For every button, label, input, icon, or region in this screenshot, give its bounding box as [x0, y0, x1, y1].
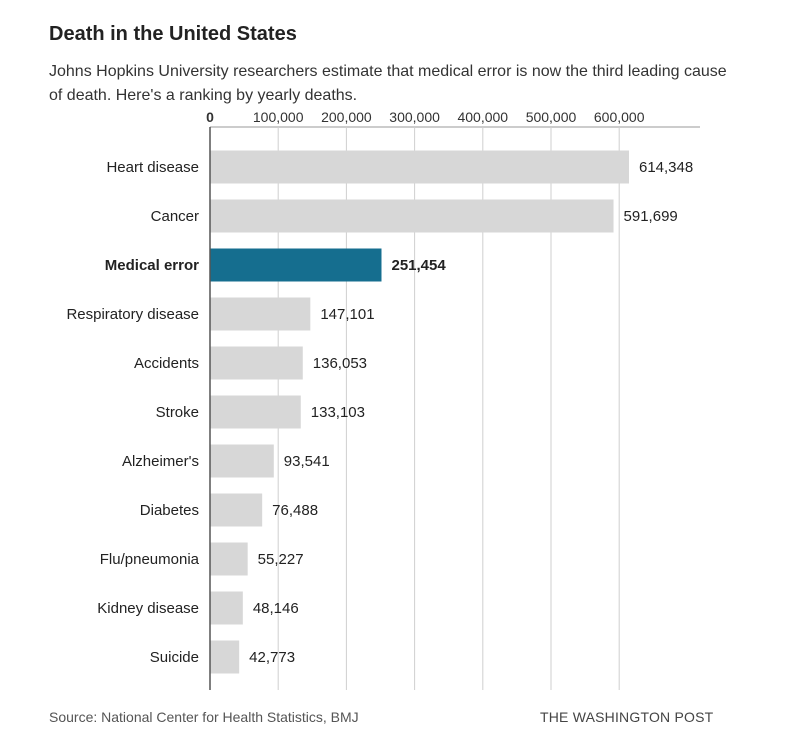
- value-label: 136,053: [313, 355, 367, 372]
- category-label: Accidents: [134, 355, 199, 372]
- value-label: 42,773: [249, 649, 295, 666]
- category-label: Cancer: [151, 208, 199, 225]
- value-label: 76,488: [272, 502, 318, 519]
- value-label: 147,101: [320, 306, 374, 323]
- x-tick-label: 200,000: [321, 109, 372, 125]
- category-label: Kidney disease: [97, 600, 199, 617]
- category-label: Alzheimer's: [122, 453, 199, 470]
- source-note: Source: National Center for Health Stati…: [49, 709, 359, 725]
- bar: [210, 297, 311, 331]
- bar: [210, 248, 382, 282]
- chart-subtitle: Johns Hopkins University researchers est…: [49, 63, 727, 104]
- x-tick-label: 400,000: [457, 109, 508, 125]
- value-label: 591,699: [624, 208, 678, 225]
- bar: [210, 591, 243, 625]
- x-tick-label: 600,000: [594, 109, 645, 125]
- bar: [210, 444, 274, 478]
- x-tick-label: 500,000: [526, 109, 577, 125]
- bar: [210, 395, 301, 429]
- bar: [210, 640, 240, 674]
- value-label: 133,103: [311, 404, 365, 421]
- category-label: Stroke: [156, 404, 199, 421]
- value-label: 93,541: [284, 453, 330, 470]
- value-label: 48,146: [253, 600, 299, 617]
- chart-title: Death in the United States: [49, 23, 297, 45]
- category-label: Flu/pneumonia: [100, 551, 200, 568]
- category-label: Medical error: [105, 257, 199, 274]
- value-label: 614,348: [639, 159, 693, 176]
- bar: [210, 542, 248, 576]
- bar: [210, 493, 263, 527]
- category-label: Suicide: [150, 649, 199, 666]
- bar: [210, 346, 303, 380]
- category-label: Diabetes: [140, 502, 199, 519]
- x-tick-label: 100,000: [253, 109, 304, 125]
- bar-chart: 0 100,000 200,000 300,000 400,000 500,000 600,…: [66, 109, 700, 690]
- value-label: 55,227: [258, 551, 304, 568]
- category-label: Heart disease: [106, 159, 199, 176]
- x-tick-label: 0: [206, 109, 214, 125]
- category-label: Respiratory disease: [66, 306, 199, 323]
- x-tick-label: 300,000: [389, 109, 440, 125]
- bar: [210, 199, 614, 233]
- bar: [210, 150, 629, 184]
- value-label: 251,454: [391, 257, 446, 274]
- publisher-credit: THE WASHINGTON POST: [540, 709, 714, 725]
